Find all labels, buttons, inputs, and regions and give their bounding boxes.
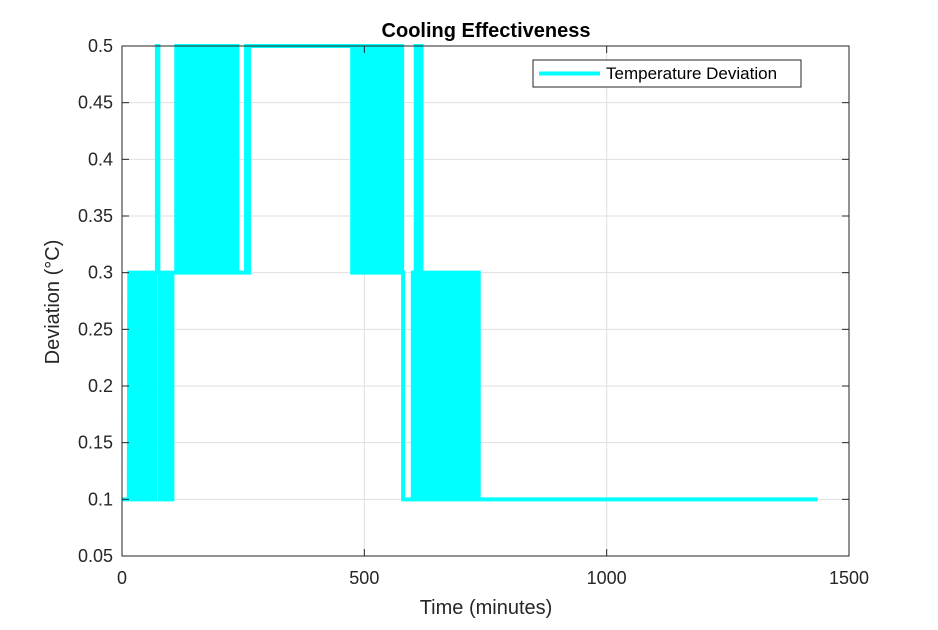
- x-tick-label: 1000: [587, 568, 627, 588]
- tick-labels: 0 500 1000 1500 0.05 0.1 0.15 0.2 0.25 0.3 0.35 0.4…: [78, 36, 869, 588]
- y-tick-label: 0.3: [88, 263, 113, 283]
- y-tick-label: 0.25: [78, 319, 113, 339]
- x-axis-label: Time (minutes): [420, 597, 553, 619]
- x-tick-label: 0: [117, 568, 127, 588]
- x-tick-label: 500: [349, 568, 379, 588]
- y-tick-label: 0.5: [88, 36, 113, 56]
- y-tick-label: 0.1: [88, 489, 113, 509]
- legend-label: Temperature Deviation: [606, 64, 777, 83]
- chart-title: Cooling Effectiveness: [382, 20, 591, 42]
- x-tick-label: 1500: [829, 568, 869, 588]
- series-line-temperature-deviation: [122, 44, 818, 502]
- axes-frame: [121, 45, 850, 557]
- y-tick-label: 0.05: [78, 546, 113, 566]
- y-tick-label: 0.15: [78, 433, 113, 453]
- axis-ticks: [121, 45, 850, 557]
- legend: Temperature Deviation: [532, 59, 802, 88]
- plot-area: [122, 46, 849, 556]
- y-tick-label: 0.35: [78, 206, 113, 226]
- y-tick-label: 0.2: [88, 376, 113, 396]
- y-tick-label: 0.45: [78, 93, 113, 113]
- series-layer: [122, 44, 818, 502]
- y-axis-label: Deviation (°C): [42, 240, 64, 365]
- y-tick-label: 0.4: [88, 149, 113, 169]
